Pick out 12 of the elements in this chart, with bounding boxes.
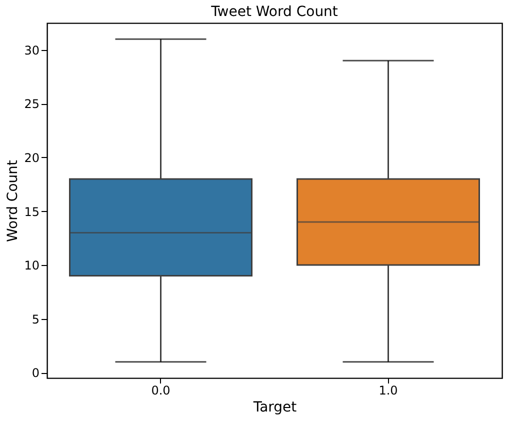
- x-axis-title: Target: [252, 400, 298, 416]
- y-tick-label: 30: [24, 43, 40, 58]
- y-tick-label: 25: [24, 97, 40, 112]
- x-tick-label: 1.0: [378, 384, 398, 398]
- y-tick-label: 0: [32, 366, 40, 380]
- y-tick-label: 15: [24, 204, 40, 219]
- y-tick-label: 5: [32, 312, 40, 326]
- x-tick-label: 0.0: [151, 384, 170, 398]
- y-tick-label: 20: [24, 150, 40, 165]
- y-tick-label: 10: [24, 258, 40, 273]
- chart-title: Tweet Word Count: [210, 4, 338, 20]
- y-axis-title: Word Count: [5, 159, 22, 242]
